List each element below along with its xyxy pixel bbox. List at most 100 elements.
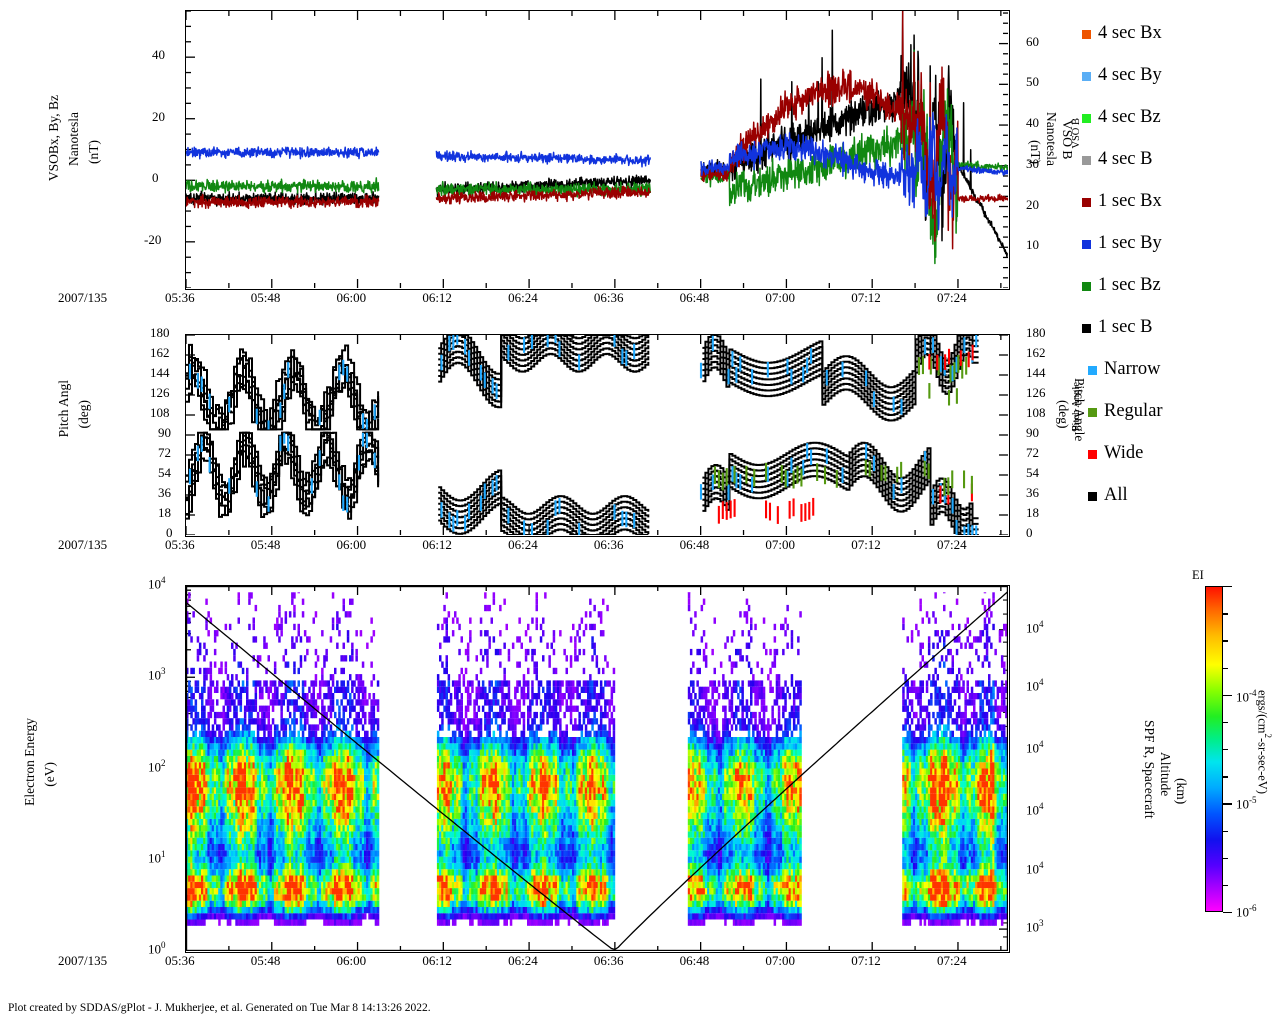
colorbar-tick	[1223, 613, 1228, 615]
colorbar-tick	[1223, 857, 1228, 860]
mag-y-tick-label: -20	[144, 231, 162, 247]
spec-y-right-tick-label: 104	[1026, 677, 1044, 694]
colorbar-tick	[1223, 830, 1228, 832]
spec-y-right-tick-label: 104	[1026, 859, 1044, 877]
pitch-y-tick-label: 36	[158, 485, 171, 500]
x-tick-label: 07:24	[936, 290, 967, 305]
legend-swatch-icon	[1082, 281, 1091, 291]
legend: 4 sec Bx 4 sec By 4 sec Bz 4 sec B 1 sec Bx 1…	[1082, 12, 1272, 516]
x-tick-label: 06:48	[679, 290, 710, 305]
magnetic-field-y-axis-unit-a: Nanotesla	[66, 112, 81, 166]
spec-y-right-tick-label: 104	[1026, 618, 1044, 636]
legend-label: 4 sec Bz	[1098, 106, 1161, 127]
x-tick-label: 05:36	[165, 537, 195, 552]
legend-item-narrow[interactable]: Narrow	[1082, 348, 1272, 390]
colorbar-tick	[1223, 776, 1228, 778]
x-tick-label: 07:24	[936, 537, 967, 552]
pitch-y-right-tick-label: 108	[1026, 405, 1046, 420]
magnetic-field-plot	[186, 11, 1008, 288]
date-label-panel1: 2007/135	[58, 290, 108, 305]
pitch-y-tick-label: 144	[150, 365, 170, 380]
x-tick-label: 07:12	[851, 537, 881, 552]
pitch-y-tick-label: 0	[166, 525, 173, 540]
spec-y-tick-label: 101	[148, 848, 166, 866]
colorbar-tick	[1223, 803, 1232, 805]
colorbar-tick	[1223, 884, 1228, 887]
pitch-y-right-tick-label: 18	[1026, 505, 1039, 520]
colorbar	[1205, 586, 1223, 912]
legend-label: 4 sec Bx	[1098, 22, 1162, 43]
legend-item-4-sec-bx[interactable]: 4 sec Bx	[1082, 12, 1272, 54]
pitch-y-right-tick-label: 162	[1026, 345, 1046, 360]
mag-y-right-tick-label: 50	[1026, 74, 1039, 90]
legend-item-wide[interactable]: Wide	[1082, 432, 1272, 474]
spectrogram-y-axis-unit: (eV)	[42, 762, 57, 787]
pitch-y-tick-label: 108	[150, 405, 170, 420]
spectrogram-right-label-2: Altitude	[1157, 752, 1173, 797]
x-tick-label: 06:36	[593, 290, 624, 305]
pitch-y-right-tick-label: 72	[1026, 445, 1039, 460]
mag-y-tick-label: 20	[152, 108, 165, 124]
legend-group-label-vso-b: VSO B	[1071, 118, 1082, 149]
colorbar-tick-label: 10-5	[1236, 795, 1257, 812]
legend-item-all[interactable]: All	[1082, 474, 1272, 516]
legend-item-1-sec-bx[interactable]: 1 sec Bx	[1082, 180, 1272, 222]
pitch-y-tick-label: 18	[158, 505, 171, 520]
colorbar-tick-label: 10-4	[1236, 687, 1257, 705]
x-tick-label: 06:12	[422, 290, 452, 305]
legend-label: Wide	[1104, 442, 1144, 463]
pitch-y-right-tick-label: 180	[1026, 325, 1046, 340]
spec-y-tick-label: 100	[148, 940, 166, 957]
mag-y-right-tick-label: 40	[1026, 115, 1039, 131]
colorbar-tick	[1223, 721, 1228, 724]
x-tick-label: 06:12	[422, 953, 452, 968]
legend-item-4-sec-bz[interactable]: 4 sec Bz	[1082, 96, 1272, 138]
mag-y-right-tick-label: 60	[1026, 33, 1039, 49]
pitch-angle-y-axis-unit: (deg)	[76, 400, 91, 429]
pitch-angle-right-unit: (deg)	[1055, 400, 1071, 429]
pitch-angle-panel	[185, 334, 1010, 537]
legend-item-4-sec-by[interactable]: 4 sec By	[1082, 54, 1272, 96]
x-tick-label: 07:00	[765, 953, 796, 968]
magnetic-field-right-unit-b: (nT)	[1027, 140, 1043, 164]
legend-item-regular[interactable]: Regular	[1082, 390, 1272, 432]
pitch-angle-right-label: Pitch Angle	[1071, 378, 1087, 442]
legend-item-1-sec-b[interactable]: 1 sec B	[1082, 306, 1272, 348]
colorbar-tick	[1223, 749, 1228, 751]
legend-label: All	[1104, 484, 1128, 505]
x-tick-label: 07:24	[936, 953, 967, 968]
legend-swatch-icon	[1082, 113, 1091, 123]
x-tick-label: 05:48	[250, 537, 281, 552]
colorbar-tick	[1223, 912, 1232, 914]
mag-y-tick-label: 0	[152, 170, 159, 186]
pitch-y-tick-label: 90	[158, 425, 171, 440]
colorbar-unit-label: ergs/(cm2-sr-sec-eV)	[1255, 690, 1273, 794]
x-tick-label: 06:36	[593, 537, 624, 552]
date-label-panel2: 2007/135	[58, 537, 108, 552]
pitch-y-tick-label: 180	[150, 325, 170, 340]
pitch-y-tick-label: 126	[150, 385, 170, 400]
colorbar-tick	[1223, 694, 1232, 697]
legend-label: Narrow	[1104, 358, 1161, 379]
x-tick-label: 05:48	[250, 290, 281, 305]
legend-item-4-sec-b[interactable]: 4 sec B	[1082, 138, 1272, 180]
legend-item-1-sec-bz[interactable]: 1 sec Bz	[1082, 264, 1272, 306]
spec-y-right-tick-label: 104	[1026, 801, 1044, 818]
pitch-y-right-tick-label: 54	[1026, 465, 1039, 480]
x-tick-label: 06:00	[336, 537, 367, 552]
pitch-y-right-tick-label: 126	[1026, 385, 1046, 400]
legend-item-1-sec-by[interactable]: 1 sec By	[1082, 222, 1272, 264]
x-tick-label: 06:24	[508, 290, 538, 305]
legend-swatch-icon	[1088, 407, 1097, 417]
spec-y-tick-label: 102	[148, 757, 166, 774]
colorbar-tick	[1223, 667, 1228, 669]
mag-y-right-tick-label: 10	[1026, 237, 1039, 253]
mag-y-right-tick-label: 20	[1026, 196, 1039, 212]
pitch-angle-plot	[186, 335, 1008, 535]
spec-y-right-tick-label: 104	[1026, 739, 1044, 756]
colorbar-tick	[1223, 586, 1232, 588]
x-tick-label: 06:24	[508, 953, 538, 968]
legend-label: 1 sec Bz	[1098, 274, 1161, 295]
x-tick-label: 06:48	[679, 953, 710, 968]
colorbar-tick-label: 10-6	[1236, 903, 1257, 920]
